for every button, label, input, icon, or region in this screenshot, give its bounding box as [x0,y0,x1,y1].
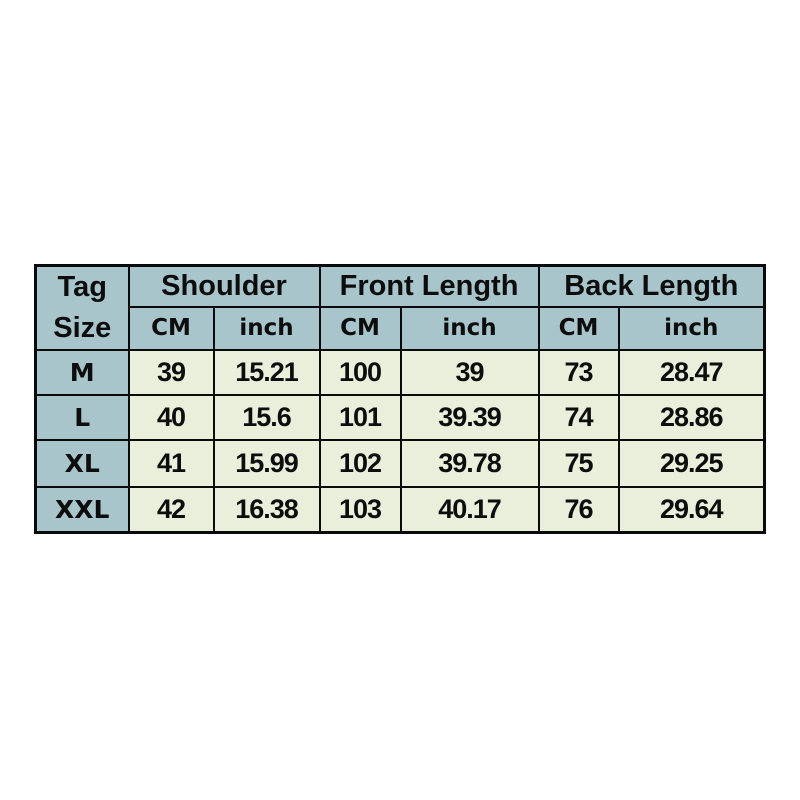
value-cell: 100 [318,348,402,396]
group-header-shoulder: Shoulder [127,264,321,308]
value-cell: 39 [399,348,540,396]
value-cell: 39.78 [399,438,540,488]
table-row-xxl: XXL 42 16.38 103 40.17 76 29.64 [34,485,766,534]
size-chart-table: Tag Size Shoulder Front Length Back Leng… [34,264,767,534]
table-row-m: M 39 15.21 100 39 73 28.47 [34,348,766,396]
subheader-back-cm: CM [537,305,620,351]
value-cell: 15.99 [212,438,321,488]
value-cell: 39 [127,348,215,396]
table-row-xl: XL 41 15.99 102 39.78 75 29.25 [34,438,766,488]
value-cell: 28.47 [617,348,766,396]
corner-cell-tag-size: Tag Size [34,264,130,351]
value-cell: 15.6 [212,393,321,441]
value-cell: 74 [537,393,620,441]
subheader-shoulder-cm: CM [127,305,215,351]
value-cell: 42 [127,485,215,534]
value-cell: 29.64 [617,485,766,534]
value-cell: 40 [127,393,215,441]
size-label-cell: L [34,393,130,441]
value-cell: 76 [537,485,620,534]
value-cell: 101 [318,393,402,441]
size-label-cell: M [34,348,130,396]
value-cell: 75 [537,438,620,488]
value-cell: 15.21 [212,348,321,396]
subheader-front-inch: inch [399,305,540,351]
size-label-cell: XL [34,438,130,488]
table-row-l: L 40 15.6 101 39.39 74 28.86 [34,393,766,441]
subheader-front-cm: CM [318,305,402,351]
corner-line-size: Size [53,311,112,344]
value-cell: 40.17 [399,485,540,534]
group-header-back-length: Back Length [537,264,766,308]
value-cell: 102 [318,438,402,488]
corner-stack: Tag Size [38,268,127,348]
header-row-groups: Tag Size Shoulder Front Length Back Leng… [34,264,766,351]
value-cell: 28.86 [617,393,766,441]
value-cell: 41 [127,438,215,488]
size-label-cell: XXL [34,485,130,534]
value-cell: 29.25 [617,438,766,488]
value-cell: 39.39 [399,393,540,441]
corner-line-tag: Tag [57,270,107,303]
value-cell: 16.38 [212,485,321,534]
subheader-shoulder-inch: inch [212,305,321,351]
header-row-units: CM inch CM inch CM inch [36,305,766,351]
value-cell: 73 [537,348,620,396]
subheader-back-inch: inch [617,305,766,351]
value-cell: 103 [318,485,402,534]
group-header-front-length: Front Length [318,264,540,308]
